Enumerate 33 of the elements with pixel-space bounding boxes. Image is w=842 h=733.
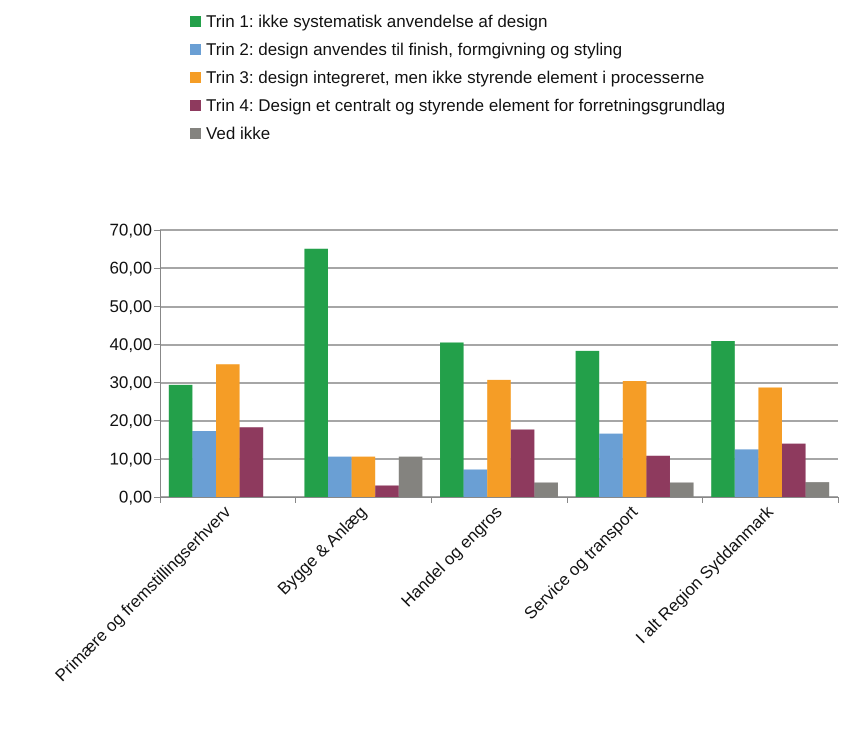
y-tick-label: 0,00	[118, 488, 152, 506]
bar	[622, 381, 646, 497]
bar	[487, 380, 511, 497]
bar	[375, 486, 399, 497]
bar	[352, 456, 376, 497]
bar	[782, 444, 806, 497]
bar	[464, 470, 488, 497]
bar	[240, 427, 264, 497]
bar	[328, 456, 352, 497]
legend-label: Ved ikke	[206, 124, 270, 143]
bar	[599, 434, 623, 497]
bar	[192, 431, 216, 497]
bar	[576, 350, 600, 497]
y-tick-label: 50,00	[109, 296, 152, 316]
y-tick-label: 40,00	[109, 334, 152, 354]
bar	[646, 456, 670, 497]
bar	[216, 364, 240, 497]
bar	[734, 449, 758, 497]
y-tick-label: 10,00	[109, 449, 152, 468]
bar	[168, 384, 192, 497]
bar	[711, 340, 735, 497]
legend-label: Trin 2: design anvendes til finish, formgivning og styling	[206, 40, 622, 59]
bar	[510, 429, 534, 497]
y-tick-label: 60,00	[109, 258, 152, 278]
bar	[304, 248, 328, 497]
legend-label: Trin 4: Design et centralt og styrende element for forretningsgrundlag	[206, 96, 726, 115]
legend-label: Trin 1: ikke systematisk anvendelse af design	[206, 12, 548, 31]
bar	[440, 342, 464, 497]
y-tick-label: 70,00	[109, 220, 152, 240]
y-tick-label: 30,00	[109, 373, 152, 392]
bar	[758, 388, 782, 497]
legend-label: Trin 3: design integreret, men ikke styrende element i processerne	[206, 68, 704, 87]
y-tick-label: 20,00	[109, 411, 152, 430]
